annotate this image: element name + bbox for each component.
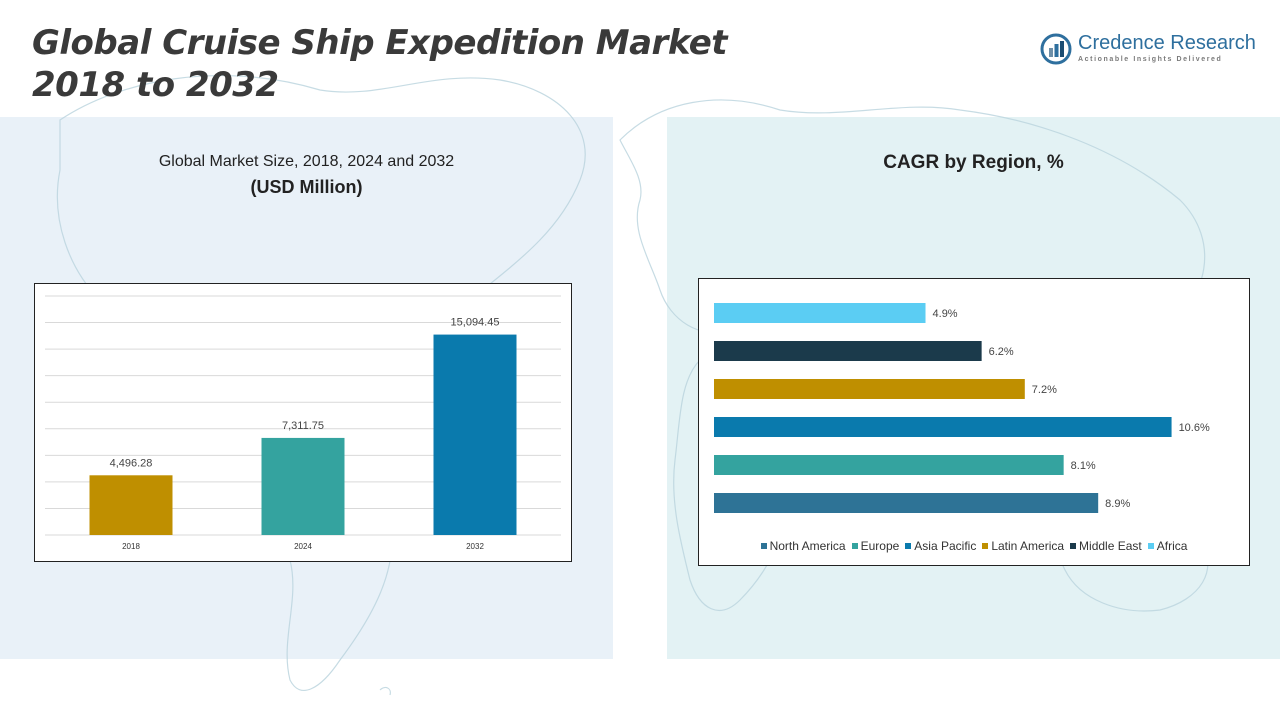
legend-item: Africa [1147,539,1188,553]
cagr-legend: North America Europe Asia Pacific Latin Ame… [699,539,1249,553]
legend-label: Africa [1156,539,1188,553]
legend-label: Europe [860,539,900,553]
bar-2032 [433,334,517,535]
market-size-chart-svg: 4,496.28 2018 7,311.75 2024 15,094.45 2032 [45,295,561,551]
bar-value-label: 10.6% [1179,422,1210,434]
bar-africa [714,303,926,323]
bar-value-label: 4,496.28 [110,457,153,469]
bar-asia-pacific [714,417,1172,437]
page-title: Global Cruise Ship Expedition Market 201… [32,22,728,106]
market-size-subtitle: Global Market Size, 2018, 2024 and 2032 [158,153,455,170]
bar-value-label: 8.1% [1071,460,1096,472]
legend-swatch [905,543,912,549]
bar-north-america [714,493,1099,513]
bar-value-label: 7.2% [1032,384,1057,396]
legend-item: Europe [851,539,900,553]
bar-value-label: 8.9% [1105,498,1130,510]
bar-value-label: 6.2% [989,346,1014,358]
logo-name: Credence Research [1078,32,1256,54]
x-tick-label: 2032 [466,542,484,551]
legend-swatch [851,543,858,549]
x-tick-label: 2018 [122,542,140,551]
legend-swatch [982,543,989,549]
page-title-line1: Global Cruise Ship Expedition Market [32,23,728,63]
legend-item: Asia Pacific [905,539,976,553]
legend-swatch [760,543,767,549]
legend-label: Asia Pacific [914,539,977,553]
cagr-chart-svg: 4.9% 6.2% 7.2% 10.6% 8.1% 8.9% [714,303,1210,513]
bar-2018 [89,475,173,535]
bar-europe [714,455,1064,475]
bar-latin-america [714,379,1025,399]
cagr-chart: 4.9% 6.2% 7.2% 10.6% 8.1% 8.9% North America E… [698,278,1250,566]
bar-2024 [261,437,345,535]
bar-value-label: 15,094.45 [451,317,500,329]
bar-middle-east [714,341,982,361]
logo-tagline: Actionable Insights Delivered [1078,56,1223,63]
legend-label: Latin America [991,539,1065,553]
bar-value-label: 4.9% [933,308,958,320]
market-size-unit: (USD Million) [250,177,363,197]
legend-swatch [1070,543,1077,549]
legend-item: Middle East [1070,539,1142,553]
cagr-title: CAGR by Region, % [883,152,1064,173]
logo-icon [1040,33,1072,65]
credence-research-logo: Credence Research Actionable Insights De… [1040,30,1256,70]
market-size-chart: 4,496.28 2018 7,311.75 2024 15,094.45 2032 [34,283,572,562]
legend-label: North America [769,539,846,553]
legend-item: North America [760,539,846,553]
legend-swatch [1147,543,1154,549]
x-tick-label: 2024 [294,542,312,551]
legend-label: Middle East [1079,539,1142,553]
bar-value-label: 7,311.75 [282,420,324,432]
page-title-line2: 2018 to 2032 [32,65,279,105]
legend-item: Latin America [982,539,1064,553]
